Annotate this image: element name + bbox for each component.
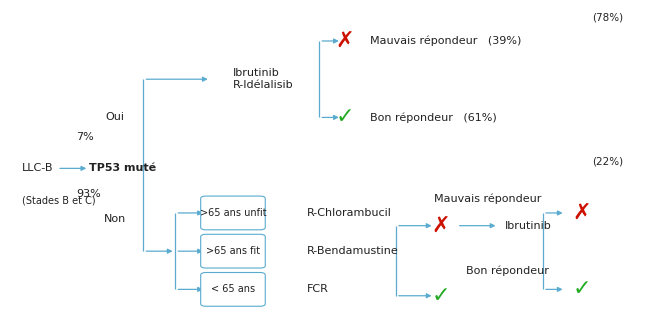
Text: Bon répondeur   (61%): Bon répondeur (61%) xyxy=(370,112,497,123)
FancyBboxPatch shape xyxy=(201,234,265,268)
Text: Oui: Oui xyxy=(105,112,124,122)
Text: LLC-B: LLC-B xyxy=(22,163,54,173)
Text: < 65 ans: < 65 ans xyxy=(211,284,255,295)
Text: TP53 muté: TP53 muté xyxy=(89,163,156,173)
Text: Ibrutinib
R-Idélalisib: Ibrutinib R-Idélalisib xyxy=(233,68,293,90)
Text: ✓: ✓ xyxy=(432,286,450,306)
Text: Mauvais répondeur   (39%): Mauvais répondeur (39%) xyxy=(370,36,522,46)
Text: >65 ans unfit: >65 ans unfit xyxy=(200,208,266,218)
Text: FCR: FCR xyxy=(306,284,328,295)
Text: >65 ans fit: >65 ans fit xyxy=(206,246,260,256)
Text: ✗: ✗ xyxy=(335,31,354,51)
Text: (78%): (78%) xyxy=(592,12,623,22)
Text: 93%: 93% xyxy=(76,189,101,199)
Text: ✓: ✓ xyxy=(335,108,354,127)
Text: Non: Non xyxy=(104,214,126,224)
Text: Mauvais répondeur: Mauvais répondeur xyxy=(434,193,542,204)
FancyBboxPatch shape xyxy=(201,196,265,230)
Text: (22%): (22%) xyxy=(592,157,623,167)
Text: (Stades B et C): (Stades B et C) xyxy=(22,195,95,205)
Text: Bon répondeur: Bon répondeur xyxy=(466,265,550,275)
Text: R-Bendamustine: R-Bendamustine xyxy=(306,246,398,256)
Text: ✓: ✓ xyxy=(572,279,591,299)
FancyBboxPatch shape xyxy=(201,272,265,306)
Text: ✗: ✗ xyxy=(572,203,591,223)
Text: R-Chlorambucil: R-Chlorambucil xyxy=(306,208,392,218)
Text: ✗: ✗ xyxy=(432,216,450,236)
Text: Ibrutinib: Ibrutinib xyxy=(505,221,551,231)
Text: 7%: 7% xyxy=(76,132,94,142)
